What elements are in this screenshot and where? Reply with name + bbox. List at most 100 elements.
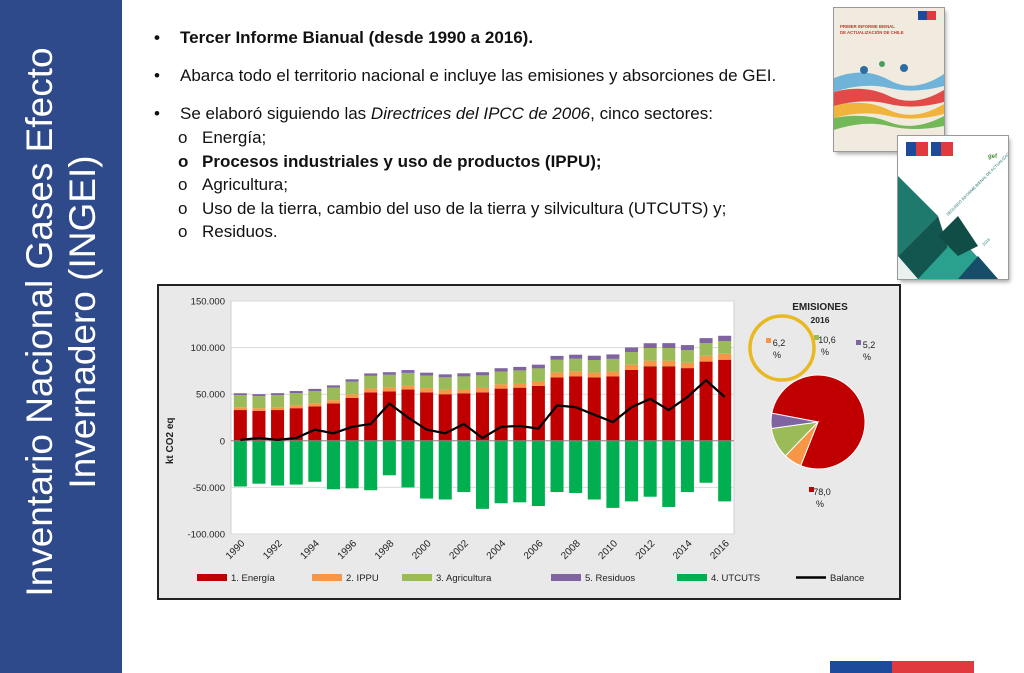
- bar-agricultura-2001: [438, 377, 452, 390]
- bullet-1: Tercer Informe Bianual (desde 1990 a 201…: [150, 26, 830, 50]
- bar-utcuts-1992: [271, 440, 285, 486]
- bar-residuos-1999: [401, 370, 415, 373]
- bar-residuos-1994: [308, 388, 322, 392]
- bar-energia-1994: [308, 406, 322, 441]
- legend-swatch-energia: [197, 574, 227, 581]
- bar-utcuts-2001: [438, 440, 452, 500]
- bar-ippu-1995: [326, 400, 340, 404]
- bar-residuos-2010: [606, 354, 620, 359]
- bar-ippu-1993: [289, 405, 303, 409]
- bar-utcuts-2009: [587, 440, 601, 500]
- bar-energia-2002: [457, 393, 471, 441]
- bar-ippu-1990: [233, 407, 247, 411]
- bar-residuos-2003: [475, 372, 490, 376]
- y-tick-label: -50.000: [193, 483, 225, 494]
- sector-ippu: Procesos industriales y uso de productos…: [150, 150, 830, 174]
- bar-residuos-2009: [587, 355, 601, 360]
- bar-utcuts-2015: [699, 440, 713, 483]
- bar-agricultura-2011: [625, 352, 639, 365]
- bar-agricultura-2014: [680, 350, 694, 363]
- pie-value-unit: %: [863, 352, 871, 362]
- bar-ippu-1992: [271, 407, 285, 411]
- pie-value-label: 78,0: [813, 487, 831, 497]
- bullet-list: Tercer Informe Bianual (desde 1990 a 201…: [150, 26, 830, 244]
- y-tick-label: 0: [220, 436, 225, 447]
- cover2-gef-label: gef: [988, 154, 998, 160]
- x-tick-label: 2002: [447, 538, 471, 562]
- legend-swatch-agricultura: [402, 574, 432, 581]
- bar-utcuts-1997: [364, 440, 378, 491]
- ippu-highlight-circle: [748, 314, 816, 382]
- legend-label-ippu: 2. IPPU: [346, 573, 379, 584]
- bar-utcuts-2003: [475, 440, 490, 509]
- bar-utcuts-1999: [401, 440, 415, 488]
- bar-ippu-2000: [420, 388, 434, 393]
- sidebar: Inventario Nacional Gases Efecto Inverna…: [0, 0, 122, 673]
- bar-residuos-2005: [513, 366, 527, 371]
- bar-agricultura-2013: [662, 348, 676, 361]
- bar-energia-2015: [699, 361, 713, 441]
- bar-ippu-1996: [345, 394, 359, 398]
- pie-value-label: 5,2: [863, 340, 876, 350]
- legend-label-balance: Balance: [830, 573, 864, 584]
- pie-value-unit: %: [821, 347, 829, 357]
- pie-subtitle: 2016: [811, 315, 830, 325]
- bar-ippu-2002: [457, 388, 471, 394]
- bar-utcuts-2006: [531, 440, 545, 507]
- bar-agricultura-2000: [420, 375, 434, 389]
- pie-value-unit: %: [773, 350, 781, 360]
- legend-label-residuos: 5. Residuos: [585, 573, 635, 584]
- pie-label-marker: [809, 487, 814, 492]
- bar-agricultura-1998: [382, 374, 396, 388]
- pie-value-label: 10,6: [818, 335, 836, 345]
- bar-utcuts-2013: [662, 440, 676, 507]
- bar-utcuts-2004: [494, 440, 508, 504]
- x-tick-label: 2012: [634, 538, 658, 562]
- bar-residuos-1997: [364, 373, 378, 376]
- y-tick-label: 150.000: [191, 297, 225, 308]
- bar-energia-2016: [718, 359, 732, 441]
- footer-bar-red: [892, 661, 974, 673]
- pie-slice-residuos: [770, 412, 819, 430]
- bar-utcuts-2014: [680, 440, 694, 493]
- bar-energia-1999: [401, 389, 415, 441]
- bar-agricultura-2006: [531, 368, 545, 381]
- bar-ippu-2011: [625, 364, 639, 370]
- bullet-2: Abarca todo el territorio nacional e inc…: [150, 64, 830, 88]
- bar-agricultura-1997: [364, 375, 378, 389]
- bar-ippu-1999: [401, 385, 415, 390]
- bar-ippu-2003: [475, 387, 490, 393]
- bar-agricultura-2004: [494, 371, 508, 385]
- bar-agricultura-2005: [513, 370, 527, 384]
- x-tick-label: 2008: [559, 538, 583, 562]
- bar-energia-2003: [475, 392, 490, 441]
- bar-utcuts-1994: [308, 440, 322, 482]
- cover1-title-line1: PRIMER INFORME BIENAL: [840, 24, 895, 29]
- bar-agricultura-1990: [233, 395, 247, 408]
- bar-ippu-1998: [382, 387, 396, 392]
- legend-swatch-utcuts: [677, 574, 707, 581]
- pie-label-marker: [856, 340, 861, 345]
- bar-residuos-1995: [326, 385, 340, 388]
- bar-ippu-2016: [718, 353, 732, 360]
- sector-utcuts: Uso de la tierra, cambio del uso de la t…: [150, 197, 830, 221]
- bar-agricultura-1992: [271, 395, 285, 408]
- x-tick-label: 2014: [671, 538, 695, 562]
- bar-ippu-2008: [569, 371, 583, 377]
- bar-residuos-2016: [718, 335, 732, 342]
- bar-agricultura-1996: [345, 381, 359, 395]
- bar-energia-2010: [606, 376, 620, 441]
- bar-utcuts-1995: [326, 440, 340, 490]
- legend-label-energia: 1. Energía: [231, 573, 276, 584]
- pie-label-marker: [766, 338, 771, 343]
- bar-residuos-2011: [625, 347, 639, 353]
- bar-ippu-1991: [252, 408, 266, 411]
- bar-residuos-2001: [438, 374, 452, 378]
- bar-utcuts-1991: [252, 440, 266, 484]
- bar-agricultura-1993: [289, 393, 303, 406]
- bar-residuos-2015: [699, 338, 713, 344]
- sidebar-title: Inventario Nacional Gases Efecto Inverna…: [19, 47, 103, 597]
- bar-utcuts-2012: [643, 440, 657, 497]
- report-cover-second: gef SEGUNDO INFORME BIENAL DE ACTUALIZAC…: [898, 136, 1008, 279]
- bar-utcuts-2011: [625, 440, 639, 502]
